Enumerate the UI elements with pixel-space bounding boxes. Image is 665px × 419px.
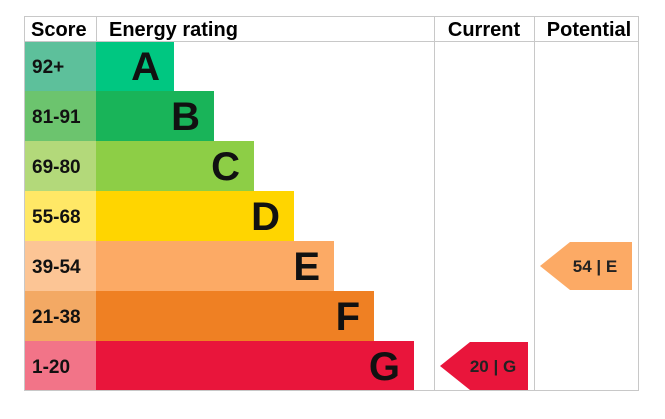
score-header: Score [31, 19, 87, 41]
score-cell-a [24, 41, 96, 91]
score-cell-f [24, 291, 96, 341]
rating-letter-c: C [211, 145, 240, 189]
score-cell-b [24, 91, 96, 141]
score-cell-d [24, 191, 96, 241]
rating-letter-e: E [293, 245, 320, 289]
rating-arrows: 20 | G 54 | E [440, 242, 632, 390]
score-cell-g [24, 341, 96, 391]
potential-rating-label: 54 | E [573, 257, 617, 276]
current-header: Current [448, 19, 521, 41]
energy-rating-header: Energy rating [109, 19, 238, 41]
rating-bar-g [96, 341, 414, 391]
score-cell-e [24, 241, 96, 291]
rating-bands: 92+ A 81-91 B 69-80 C 55-68 D 39-54 E 21-38 F 1-20 G [24, 41, 414, 391]
score-label-a: 92+ [32, 57, 64, 78]
potential-rating-arrow [540, 242, 632, 290]
score-label-f: 21-38 [32, 307, 81, 328]
potential-header: Potential [547, 19, 631, 41]
rating-letter-g: G [369, 345, 400, 389]
score-label-c: 69-80 [32, 157, 81, 178]
rating-letter-d: D [251, 195, 280, 239]
rating-bar-b [96, 91, 214, 141]
rating-bar-d [96, 191, 294, 241]
rating-bar-a [96, 41, 174, 91]
table-grid [24, 16, 639, 391]
score-cell-c [24, 141, 96, 191]
rating-letter-b: B [171, 95, 200, 139]
score-label-e: 39-54 [32, 257, 81, 278]
rating-letter-a: A [131, 45, 160, 89]
rating-bar-c [96, 141, 254, 191]
current-rating-arrow [440, 342, 528, 390]
score-label-d: 55-68 [32, 207, 81, 228]
rating-bar-f [96, 291, 374, 341]
score-label-g: 1-20 [32, 357, 70, 378]
rating-letter-f: F [336, 295, 360, 339]
current-rating-label: 20 | G [470, 357, 516, 376]
score-label-b: 81-91 [32, 107, 81, 128]
rating-bar-e [96, 241, 334, 291]
